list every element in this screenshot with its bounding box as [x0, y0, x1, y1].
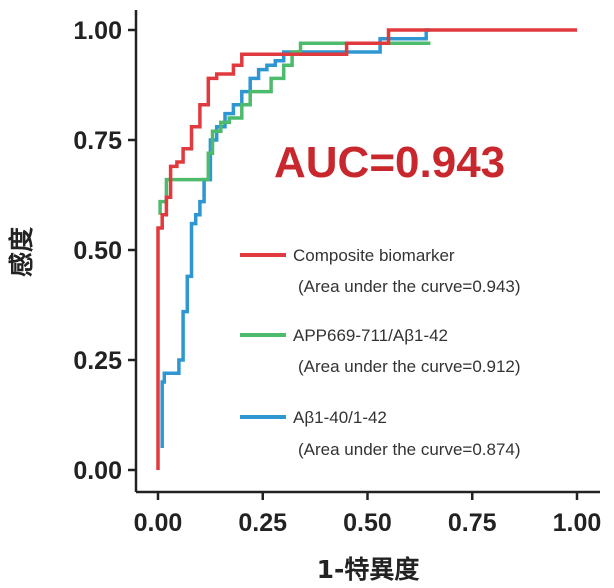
x-axis-title: 1-特異度	[317, 555, 420, 584]
legend-series-name: Aβ1-40/1-42	[293, 408, 387, 427]
x-ticks: 0.00 0.25 0.50 0.75 1.00	[134, 492, 602, 537]
y-tick-label: 0.50	[73, 237, 122, 265]
series-line-2	[160, 28, 431, 448]
auc-annotation: AUC=0.943	[274, 138, 505, 187]
series-line-1	[158, 41, 431, 215]
y-tick-label: 0.75	[73, 127, 122, 155]
series-layer	[156, 28, 577, 470]
y-tick-label: 0.25	[73, 347, 122, 375]
series-line-0	[156, 28, 577, 470]
x-tick-label: 0.75	[448, 509, 497, 537]
legend-series-name: APP669-711/Aβ1-42	[293, 326, 448, 345]
x-tick-label: 0.50	[343, 509, 392, 537]
legend-auc-label: (Area under the curve=0.874)	[298, 440, 521, 459]
x-tick-label: 1.00	[553, 509, 602, 537]
y-tick-label: 0.00	[73, 457, 122, 485]
x-tick-label: 0.25	[238, 509, 287, 537]
legend: Composite biomarker (Area under the curve…	[240, 246, 521, 459]
y-ticks: 0.00 0.25 0.50 0.75 1.00	[73, 17, 136, 485]
y-tick-label: 1.00	[73, 17, 122, 45]
x-tick-label: 0.00	[134, 509, 183, 537]
legend-auc-label: (Area under the curve=0.943)	[298, 277, 521, 296]
legend-series-name: Composite biomarker	[293, 246, 455, 265]
y-axis-title: 感度	[7, 227, 36, 277]
legend-auc-label: (Area under the curve=0.912)	[298, 357, 521, 376]
